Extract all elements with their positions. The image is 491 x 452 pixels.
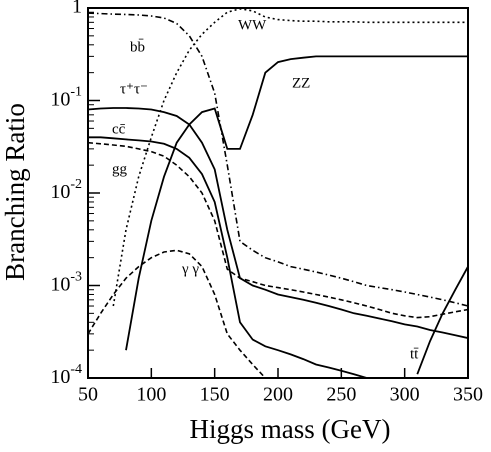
y-tick-label: 10-2 bbox=[50, 177, 82, 202]
y-tick-label: 10-3 bbox=[50, 270, 82, 295]
x-tick-label: 50 bbox=[78, 384, 98, 406]
x-tick-label: 150 bbox=[200, 384, 230, 406]
x-tick-label: 350 bbox=[453, 384, 483, 406]
series-line bbox=[112, 8, 468, 307]
series-line bbox=[88, 141, 468, 319]
y-tick-label: 10-4 bbox=[50, 362, 82, 387]
y-axis-title: Branching Ratio bbox=[0, 103, 30, 281]
series-group bbox=[88, 107, 468, 339]
series-line bbox=[88, 12, 468, 307]
x-tick-label: 250 bbox=[326, 384, 356, 406]
series-label: cc̄ bbox=[112, 121, 126, 137]
series-group bbox=[112, 8, 468, 307]
series-group bbox=[88, 136, 367, 378]
x-tick-label: 300 bbox=[390, 384, 420, 406]
x-tick-label: 200 bbox=[263, 384, 293, 406]
y-tick-label: 1 bbox=[72, 0, 82, 18]
series-label: τ⁺τ⁻ bbox=[120, 81, 148, 97]
series-line bbox=[416, 266, 468, 375]
x-axis-title: Higgs mass (GeV) bbox=[190, 414, 391, 444]
series-label: WW bbox=[238, 17, 267, 33]
series-label: bb̄ bbox=[130, 39, 145, 55]
series-line bbox=[125, 55, 468, 351]
x-tick-label: 100 bbox=[136, 384, 166, 406]
series-label: gg bbox=[112, 161, 128, 177]
series-group bbox=[416, 266, 468, 375]
series-group bbox=[88, 141, 468, 319]
series-group bbox=[125, 55, 468, 351]
series-label: ZZ bbox=[292, 75, 310, 91]
series-label: γ γ bbox=[181, 261, 199, 277]
series-group bbox=[88, 249, 266, 378]
series-line bbox=[88, 249, 266, 378]
series-label: tt̄ bbox=[410, 346, 419, 362]
series-line bbox=[88, 107, 468, 339]
series-line bbox=[88, 136, 367, 378]
plot-frame bbox=[87, 7, 469, 379]
y-tick-label: 10-1 bbox=[50, 85, 82, 110]
series-group bbox=[88, 12, 468, 307]
